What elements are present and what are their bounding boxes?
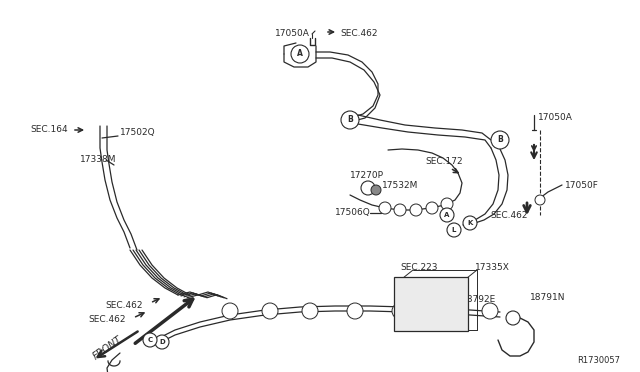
Text: SEC.462: SEC.462 xyxy=(490,211,527,219)
Text: SEC.164: SEC.164 xyxy=(30,125,68,135)
Text: 18791N: 18791N xyxy=(530,294,566,302)
Circle shape xyxy=(262,303,278,319)
Circle shape xyxy=(361,181,375,195)
Text: 17050A: 17050A xyxy=(538,113,573,122)
Text: R1730057: R1730057 xyxy=(577,356,620,365)
Text: A: A xyxy=(444,212,450,218)
Text: 17050A: 17050A xyxy=(275,29,310,38)
Text: SEC.462: SEC.462 xyxy=(88,315,125,324)
Text: C: C xyxy=(147,337,152,343)
Text: 18792E: 18792E xyxy=(462,295,496,305)
Text: B: B xyxy=(347,115,353,125)
Text: SEC.172: SEC.172 xyxy=(425,157,463,167)
Text: SEC.462: SEC.462 xyxy=(340,29,378,38)
Circle shape xyxy=(491,131,509,149)
Text: 17506Q: 17506Q xyxy=(335,208,371,218)
Circle shape xyxy=(302,303,318,319)
Text: 17270P: 17270P xyxy=(350,170,384,180)
Circle shape xyxy=(535,195,545,205)
Circle shape xyxy=(379,202,391,214)
Text: SEC.462: SEC.462 xyxy=(105,301,143,310)
Circle shape xyxy=(291,45,309,63)
Text: D: D xyxy=(159,339,165,345)
FancyBboxPatch shape xyxy=(394,277,468,331)
Text: K: K xyxy=(467,220,473,226)
Circle shape xyxy=(371,185,381,195)
Text: 17532M: 17532M xyxy=(382,180,419,189)
Text: 17335X: 17335X xyxy=(475,263,510,273)
Circle shape xyxy=(441,198,453,210)
Text: 17338M: 17338M xyxy=(80,155,116,164)
Circle shape xyxy=(440,208,454,222)
Circle shape xyxy=(437,303,453,319)
Circle shape xyxy=(222,303,238,319)
Circle shape xyxy=(341,111,359,129)
Text: B: B xyxy=(497,135,503,144)
Circle shape xyxy=(394,204,406,216)
Circle shape xyxy=(143,333,157,347)
Text: FRONT: FRONT xyxy=(92,334,125,362)
Circle shape xyxy=(392,303,408,319)
Circle shape xyxy=(410,204,422,216)
Circle shape xyxy=(463,216,477,230)
Circle shape xyxy=(506,311,520,325)
Text: A: A xyxy=(297,49,303,58)
Circle shape xyxy=(482,303,498,319)
Text: 17502Q: 17502Q xyxy=(120,128,156,138)
Circle shape xyxy=(447,223,461,237)
Circle shape xyxy=(155,335,169,349)
Circle shape xyxy=(426,202,438,214)
Text: 17050F: 17050F xyxy=(565,180,599,189)
Circle shape xyxy=(347,303,363,319)
Text: L: L xyxy=(452,227,456,233)
Text: SEC.223: SEC.223 xyxy=(400,263,438,273)
